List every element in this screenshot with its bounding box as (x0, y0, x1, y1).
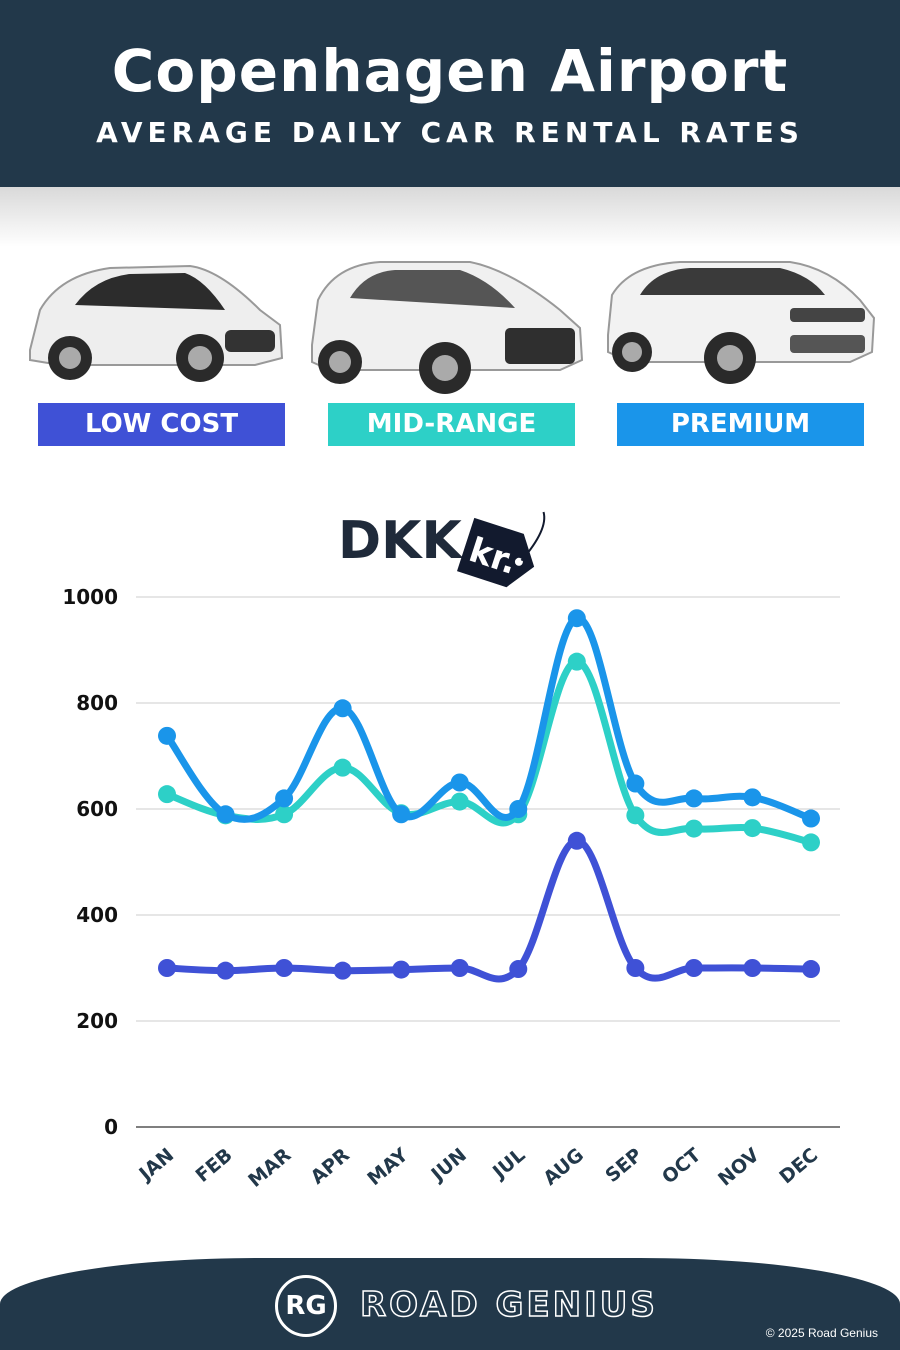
series-line-low-cost (163, 837, 815, 983)
x-tick-label: MAR (244, 1144, 295, 1192)
data-point-low-cost (743, 959, 762, 977)
data-point-low-cost (216, 961, 235, 980)
rental-rates-line-chart: DKK kr. 0 200 400 600 800 1000 JAN FEB MAR APR MA… (62, 511, 840, 1192)
y-tick-label: 1000 (62, 585, 118, 609)
data-point-mid-range (626, 806, 645, 825)
y-axis-ticks: 0 200 400 600 800 1000 (62, 585, 118, 1139)
data-point-premium (392, 805, 411, 824)
x-tick-label: APR (307, 1144, 355, 1189)
data-point-low-cost (450, 959, 469, 977)
footer (0, 1258, 900, 1350)
data-point-premium (509, 800, 528, 818)
data-point-premium (216, 805, 235, 824)
y-tick-label: 800 (76, 691, 118, 715)
data-point-premium (333, 699, 352, 718)
data-point-mid-range (743, 819, 762, 838)
x-tick-label: SEP (601, 1144, 646, 1187)
premium-suv-car-icon (607, 261, 876, 384)
copyright: © 2025 Road Genius (765, 1326, 878, 1340)
x-tick-label: OCT (658, 1144, 705, 1189)
brand-name: ROAD GENIUS (359, 1284, 658, 1326)
data-point-mid-range (333, 758, 352, 777)
y-tick-label: 200 (76, 1009, 118, 1033)
data-point-premium (743, 788, 762, 807)
data-point-premium (684, 789, 703, 808)
x-tick-label: JAN (134, 1144, 179, 1186)
header-shadow (0, 187, 900, 247)
chart-series (158, 609, 820, 983)
data-point-low-cost (802, 960, 820, 979)
car-illustrations (29, 261, 876, 394)
page-title: Copenhagen Airport (111, 37, 789, 105)
data-point-low-cost (509, 960, 528, 979)
data-point-premium (802, 809, 820, 828)
suv-car-icon (311, 261, 584, 394)
hatchback-car-icon (29, 264, 284, 382)
data-point-mid-range (275, 805, 294, 824)
data-point-low-cost (392, 960, 411, 979)
data-point-mid-range (684, 819, 703, 838)
header: Copenhagen Airport AVERAGE DAILY CAR REN… (0, 0, 900, 187)
price-tag-icon: kr. (457, 511, 546, 588)
x-tick-label: JUL (487, 1144, 529, 1184)
x-tick-label: JUN (426, 1144, 471, 1187)
x-axis-ticks: JAN FEB MAR APR MAY JUN JUL AUG SEP OCT NOV DEC (134, 1144, 823, 1192)
premium-label: PREMIUM (617, 403, 864, 446)
chart-grid (136, 596, 840, 1128)
x-tick-label: AUG (539, 1144, 588, 1190)
data-point-low-cost (158, 959, 176, 977)
low-cost-label: LOW COST (38, 403, 285, 446)
data-point-low-cost (567, 831, 586, 850)
data-point-premium (158, 726, 176, 745)
road-genius-logo: RG (275, 1275, 337, 1337)
data-point-mid-range (450, 792, 469, 811)
x-tick-label: MAY (363, 1144, 412, 1190)
data-point-premium (275, 789, 294, 808)
data-point-premium (567, 609, 586, 628)
series-line-premium (163, 614, 815, 823)
data-point-mid-range (802, 833, 820, 852)
data-point-premium (450, 773, 469, 792)
y-tick-label: 400 (76, 903, 118, 927)
x-tick-label: FEB (192, 1144, 237, 1187)
x-tick-label: DEC (775, 1144, 822, 1188)
page-subtitle: AVERAGE DAILY CAR RENTAL RATES (96, 116, 804, 149)
data-point-low-cost (626, 959, 645, 977)
y-tick-label: 600 (76, 797, 118, 821)
data-point-low-cost (333, 961, 352, 980)
data-point-mid-range (567, 652, 586, 671)
data-point-mid-range (158, 785, 176, 804)
mid-range-label: MID-RANGE (328, 403, 575, 446)
data-point-low-cost (684, 959, 703, 977)
y-tick-label: 0 (104, 1115, 118, 1139)
data-point-low-cost (275, 959, 294, 977)
currency-code: DKK (338, 511, 463, 571)
data-point-premium (626, 774, 645, 793)
x-tick-label: NOV (714, 1144, 764, 1191)
